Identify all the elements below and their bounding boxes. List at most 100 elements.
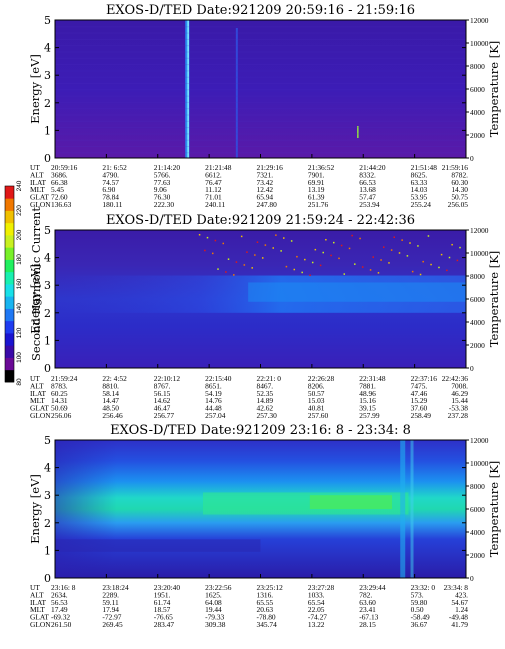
ephemeris-value: 7881. bbox=[359, 381, 376, 390]
y-axis-label: Energy [eV] bbox=[28, 264, 42, 334]
noise-dot bbox=[393, 236, 395, 238]
colorbar-segment bbox=[5, 333, 14, 346]
colorbar-frame bbox=[4, 185, 15, 383]
ephemeris-value: 78.84 bbox=[102, 193, 119, 202]
ephemeris-value: 18.57 bbox=[154, 605, 171, 614]
ephemeris-row-name: GLAT bbox=[30, 613, 49, 622]
colorbar-tick-label: 220 bbox=[16, 205, 23, 216]
ephemeris-value: 66.53 bbox=[359, 178, 376, 187]
ephemeris-value: 22:31:48 bbox=[359, 374, 386, 383]
ephemeris-value: 21:29:16 bbox=[257, 163, 284, 172]
y-tick-label: 2 bbox=[44, 517, 51, 530]
ephemeris-row-name: ALT bbox=[30, 170, 44, 179]
ephemeris-value: 251.76 bbox=[308, 200, 329, 209]
chart-panel-3: EXOS-D/TED Date:921209 23:16: 8 - 23:34:… bbox=[28, 423, 501, 629]
ephemeris-value: -58.49 bbox=[411, 613, 430, 622]
ephemeris-value: 23:16: 8 bbox=[51, 583, 76, 592]
ephemeris-value: 261.50 bbox=[51, 620, 72, 629]
ephemeris-value: 22: 4:52 bbox=[102, 374, 127, 383]
noise-dot bbox=[359, 237, 361, 240]
noise-dot bbox=[301, 271, 303, 274]
texture-line bbox=[55, 70, 466, 72]
y2-tick-label: 2000 bbox=[470, 551, 485, 560]
ephemeris-value: 23:32: 0 bbox=[411, 583, 436, 592]
ephemeris-value: 54.19 bbox=[205, 389, 222, 398]
noise-dot bbox=[388, 262, 390, 264]
colorbar-segment bbox=[5, 247, 14, 260]
noise-dot bbox=[227, 258, 230, 260]
noise-dot bbox=[340, 244, 343, 247]
colorbar-segment bbox=[5, 222, 14, 236]
noise-dot bbox=[380, 259, 382, 261]
noise-dot bbox=[214, 239, 217, 242]
noise-dot bbox=[430, 263, 432, 266]
ephemeris-value: 21:44:20 bbox=[359, 163, 386, 172]
noise-dot bbox=[319, 264, 322, 267]
y2-tick-label: 10000 bbox=[470, 39, 489, 48]
ephemeris-value: 61.74 bbox=[154, 598, 171, 607]
ephemeris-value: 5.45 bbox=[51, 185, 64, 194]
ephemeris-value: 63.60 bbox=[359, 598, 376, 607]
spectral-spot bbox=[357, 126, 359, 138]
ephemeris-value: 247.80 bbox=[257, 200, 278, 209]
ephemeris-value: 240.11 bbox=[205, 200, 225, 209]
ephemeris-value: 256.05 bbox=[448, 200, 469, 209]
noise-dot bbox=[459, 246, 461, 249]
noise-dot bbox=[290, 240, 293, 242]
noise-dot bbox=[212, 252, 214, 255]
noise-dot bbox=[351, 234, 353, 237]
ephemeris-value: 22:26:28 bbox=[308, 374, 335, 383]
ephemeris-value: 47.46 bbox=[411, 389, 428, 398]
noise-dot bbox=[235, 261, 238, 263]
ephemeris-value: 2289. bbox=[102, 590, 119, 599]
y2-tick-label: 6000 bbox=[470, 505, 485, 514]
ephemeris-value: 13.19 bbox=[308, 185, 325, 194]
y2-axis-label: Temperature [K] bbox=[487, 461, 501, 558]
texture-line bbox=[55, 57, 466, 59]
y2-tick-label: 8000 bbox=[470, 272, 485, 281]
ephemeris-value: 256.46 bbox=[102, 411, 123, 420]
ephemeris-value: 256.77 bbox=[154, 411, 175, 420]
ephemeris-value: 258.49 bbox=[411, 411, 432, 420]
ephemeris-row-name: GLAT bbox=[30, 193, 49, 202]
ephemeris-value: 1.24 bbox=[455, 605, 468, 614]
ephemeris-value: 14.62 bbox=[154, 396, 171, 405]
ephemeris-value: 1625. bbox=[205, 590, 222, 599]
y2-axis-label: Temperature [K] bbox=[487, 41, 501, 138]
ephemeris-value: 21:59:24 bbox=[51, 374, 78, 383]
noise-dot bbox=[261, 257, 264, 259]
ephemeris-row-name: ILAT bbox=[30, 389, 46, 398]
ephemeris-value: 15.29 bbox=[411, 396, 428, 405]
ephemeris-value: 7321. bbox=[257, 170, 274, 179]
ephemeris-value: 257.30 bbox=[257, 411, 278, 420]
y2-tick-label: 10000 bbox=[470, 459, 489, 468]
ephemeris-value: 257.04 bbox=[205, 411, 226, 420]
colorbar-segment bbox=[5, 198, 14, 211]
ephemeris-value: 22.05 bbox=[308, 605, 325, 614]
ephemeris-value: 22:42:36 bbox=[442, 374, 469, 383]
ephemeris-value: 14.30 bbox=[451, 185, 468, 194]
noise-dot bbox=[296, 255, 298, 258]
ephemeris-value: 17.94 bbox=[102, 605, 119, 614]
ephemeris-value: -74.27 bbox=[308, 613, 327, 622]
ephemeris-value: 13.68 bbox=[359, 185, 376, 194]
ephemeris-row-name: MLT bbox=[30, 185, 45, 194]
noise-dot bbox=[406, 255, 409, 257]
ephemeris-value: 222.30 bbox=[154, 200, 175, 209]
ephemeris-value: 8767. bbox=[154, 381, 171, 390]
spectrogram-background bbox=[55, 20, 466, 158]
ephemeris-value: 40.81 bbox=[308, 404, 325, 413]
noise-dot bbox=[272, 247, 275, 249]
y2-tick-label: 0 bbox=[470, 574, 474, 583]
ephemeris-value: 9.06 bbox=[154, 185, 167, 194]
ephemeris-value: -72.97 bbox=[102, 613, 121, 622]
noise-dot bbox=[446, 269, 448, 272]
noise-dot bbox=[264, 244, 267, 246]
ephemeris-value: 782. bbox=[359, 590, 372, 599]
ephemeris-value: 46.47 bbox=[154, 404, 171, 413]
y2-tick-label: 6000 bbox=[470, 85, 485, 94]
emission-band-peak bbox=[309, 495, 393, 509]
ephemeris-value: 50.75 bbox=[451, 193, 468, 202]
colorbar-tick-label: 240 bbox=[16, 180, 23, 191]
